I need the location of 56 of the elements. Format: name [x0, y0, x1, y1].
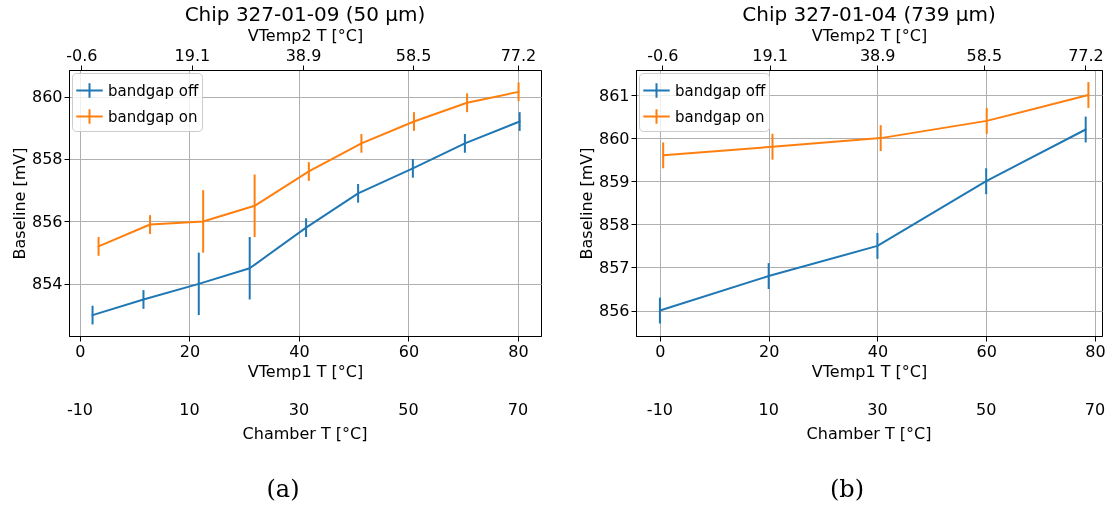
x2-tick-label: 77.2	[500, 45, 537, 65]
x2-tick-label: 38.9	[859, 45, 896, 65]
x2-tick-label: 38.9	[285, 45, 322, 65]
chart-title: Chip 327-01-09 (50 μm)	[184, 2, 426, 26]
x2-tick-label: -0.6	[647, 45, 679, 65]
x-tick-label: 80	[508, 341, 529, 361]
y-tick-label: 856	[31, 211, 63, 231]
y-tick-label: 860	[31, 87, 63, 107]
x-axis-title: VTemp1 T [°C]	[247, 361, 364, 381]
x-tick-label: 40	[867, 341, 889, 361]
y-tick-label: 854	[31, 274, 63, 294]
text: -10	[646, 400, 673, 419]
y-tick-label: 858	[31, 149, 63, 169]
text: -10	[66, 400, 94, 419]
legend-label: bandgap off	[108, 81, 199, 100]
x-tick-label: 60	[398, 341, 420, 361]
x2-axis-title: VTemp2 T [°C]	[811, 25, 928, 45]
text: 30	[288, 400, 310, 419]
text: 50	[976, 400, 997, 419]
y-tick-label: 857	[598, 257, 630, 277]
x2-tick-label: 19.1	[752, 45, 788, 65]
x-tick-label: 0	[655, 341, 666, 361]
text: 10	[179, 400, 200, 419]
legend-label: bandgap on	[675, 107, 765, 126]
y-tick-label: 858	[598, 214, 630, 234]
x2-tick-label: 19.1	[174, 45, 211, 65]
x-tick-label: 80	[1085, 341, 1106, 361]
legend-label: bandgap on	[108, 107, 198, 126]
x2-tick-label: 77.2	[1068, 45, 1104, 65]
y-axis-title: Baseline [mV]	[9, 147, 29, 260]
x-tick-label: 60	[976, 341, 997, 361]
y-tick-label: 860	[598, 128, 630, 148]
y-tick-label: 861	[598, 85, 630, 105]
text: 30	[867, 400, 888, 419]
x2-axis-title: VTemp2 T [°C]	[247, 25, 364, 45]
x-axis-title: VTemp1 T [°C]	[811, 361, 928, 381]
y-tick-label: 856	[598, 301, 630, 321]
text: (a)	[266, 475, 300, 503]
y-axis-title: Baseline [mV]	[576, 147, 596, 260]
text: 50	[398, 400, 419, 419]
y-tick-label: 859	[598, 171, 630, 191]
legend-label: bandgap off	[675, 81, 766, 100]
x-tick-label: 20	[179, 341, 201, 361]
x2-tick-label: -0.6	[66, 45, 98, 65]
chart-title: Chip 327-01-04 (739 μm)	[742, 2, 996, 26]
text: Chamber T [°C]	[242, 424, 368, 443]
text: Chamber T [°C]	[806, 424, 932, 443]
x2-tick-label: 58.5	[966, 45, 1003, 65]
x-tick-label: 20	[759, 341, 780, 361]
text: 70	[1084, 400, 1106, 419]
x-tick-label: 0	[75, 341, 86, 361]
text: (b)	[829, 475, 865, 503]
x2-tick-label: 58.5	[395, 45, 432, 65]
text: 10	[758, 400, 779, 419]
text: 70	[507, 400, 529, 419]
x-tick-label: 40	[289, 341, 310, 361]
